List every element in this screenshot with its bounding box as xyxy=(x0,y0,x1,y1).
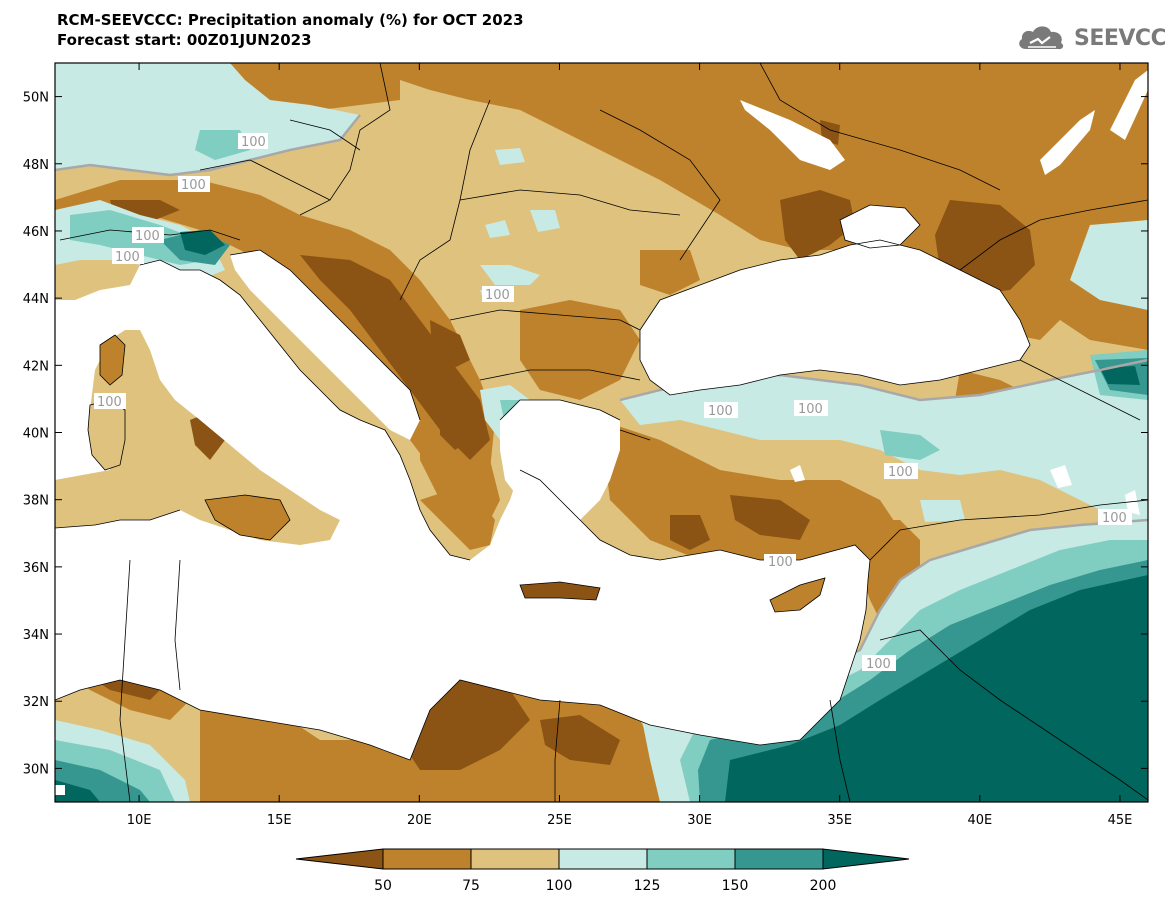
island-shapes xyxy=(88,335,825,612)
precipitation-anomaly-field: 100 100 100 100 100 100 100 100 100 100 … xyxy=(55,63,1148,802)
colorbar-label: 100 xyxy=(546,878,573,894)
lat-tick-label: 40N xyxy=(23,427,49,442)
colorbar-segment xyxy=(470,848,560,870)
contour-label: 100 xyxy=(768,555,793,570)
lat-tick-label: 46N xyxy=(23,225,49,240)
lat-tick-label: 50N xyxy=(23,91,49,106)
contour-label: 100 xyxy=(888,465,913,480)
colorbar-segment xyxy=(558,848,648,870)
colorbar-segment xyxy=(295,848,384,870)
axis-ticks: 10E 15E 20E 25E 30E 35E 40E 45E 30N 32N 34N 36N 38N 4… xyxy=(23,63,1148,828)
contour-label: 100 xyxy=(241,135,266,150)
lon-tick-label: 45E xyxy=(1108,813,1133,828)
lat-tick-label: 42N xyxy=(23,359,49,374)
colorbar-segment xyxy=(734,848,824,870)
colorbar: 50 75 100 125 150 200 xyxy=(295,848,910,894)
lat-tick-label: 32N xyxy=(23,695,49,710)
lat-tick-label: 30N xyxy=(23,762,49,777)
contour-label: 100 xyxy=(97,395,122,410)
title-block: RCM-SEEVCCC: Precipitation anomaly (%) f… xyxy=(57,10,524,50)
lon-tick-label: 40E xyxy=(967,813,992,828)
lon-tick-label: 35E xyxy=(827,813,852,828)
contour-label: 100 xyxy=(1102,511,1127,526)
anomaly-above-200-regions xyxy=(55,230,1148,802)
colorbar-label: 125 xyxy=(634,878,661,894)
contour-label: 100 xyxy=(181,178,206,193)
colorbar-label: 150 xyxy=(722,878,749,894)
lon-tick-label: 20E xyxy=(407,813,432,828)
lon-tick-label: 25E xyxy=(547,813,572,828)
map-title: RCM-SEEVCCC: Precipitation anomaly (%) f… xyxy=(57,11,524,29)
contour-label: 100 xyxy=(866,657,891,672)
colorbar-segment xyxy=(822,848,910,870)
coastlines-borders xyxy=(55,63,1148,802)
contour-label: 100 xyxy=(115,250,140,265)
cloud-icon xyxy=(1019,26,1064,50)
contour-label: 100 xyxy=(135,229,160,244)
seevccc-logo: SEEVCCC xyxy=(1016,20,1165,56)
lon-tick-label: 30E xyxy=(687,813,712,828)
sea-mask xyxy=(55,70,1148,795)
contour-labels: 100 100 100 100 100 100 100 100 100 100 … xyxy=(94,133,1132,672)
forecast-start: Forecast start: 00Z01JUN2023 xyxy=(57,31,312,49)
colorbar-label: 50 xyxy=(374,878,392,894)
lon-tick-label: 10E xyxy=(127,813,152,828)
colorbar-label: 200 xyxy=(810,878,837,894)
colorbar-segment xyxy=(382,848,472,870)
contour-label: 100 xyxy=(798,402,823,417)
lat-tick-label: 38N xyxy=(23,494,49,509)
contour-label: 100 xyxy=(708,404,733,419)
lon-tick-label: 15E xyxy=(267,813,292,828)
colorbar-label: 75 xyxy=(462,878,480,894)
lat-tick-label: 48N xyxy=(23,158,49,173)
colorbar-segment xyxy=(646,848,736,870)
logo-text: SEEVCCC xyxy=(1074,25,1165,51)
lat-tick-label: 34N xyxy=(23,628,49,643)
lat-tick-label: 36N xyxy=(23,561,49,576)
contour-label: 100 xyxy=(485,288,510,303)
lat-tick-label: 44N xyxy=(23,292,49,307)
